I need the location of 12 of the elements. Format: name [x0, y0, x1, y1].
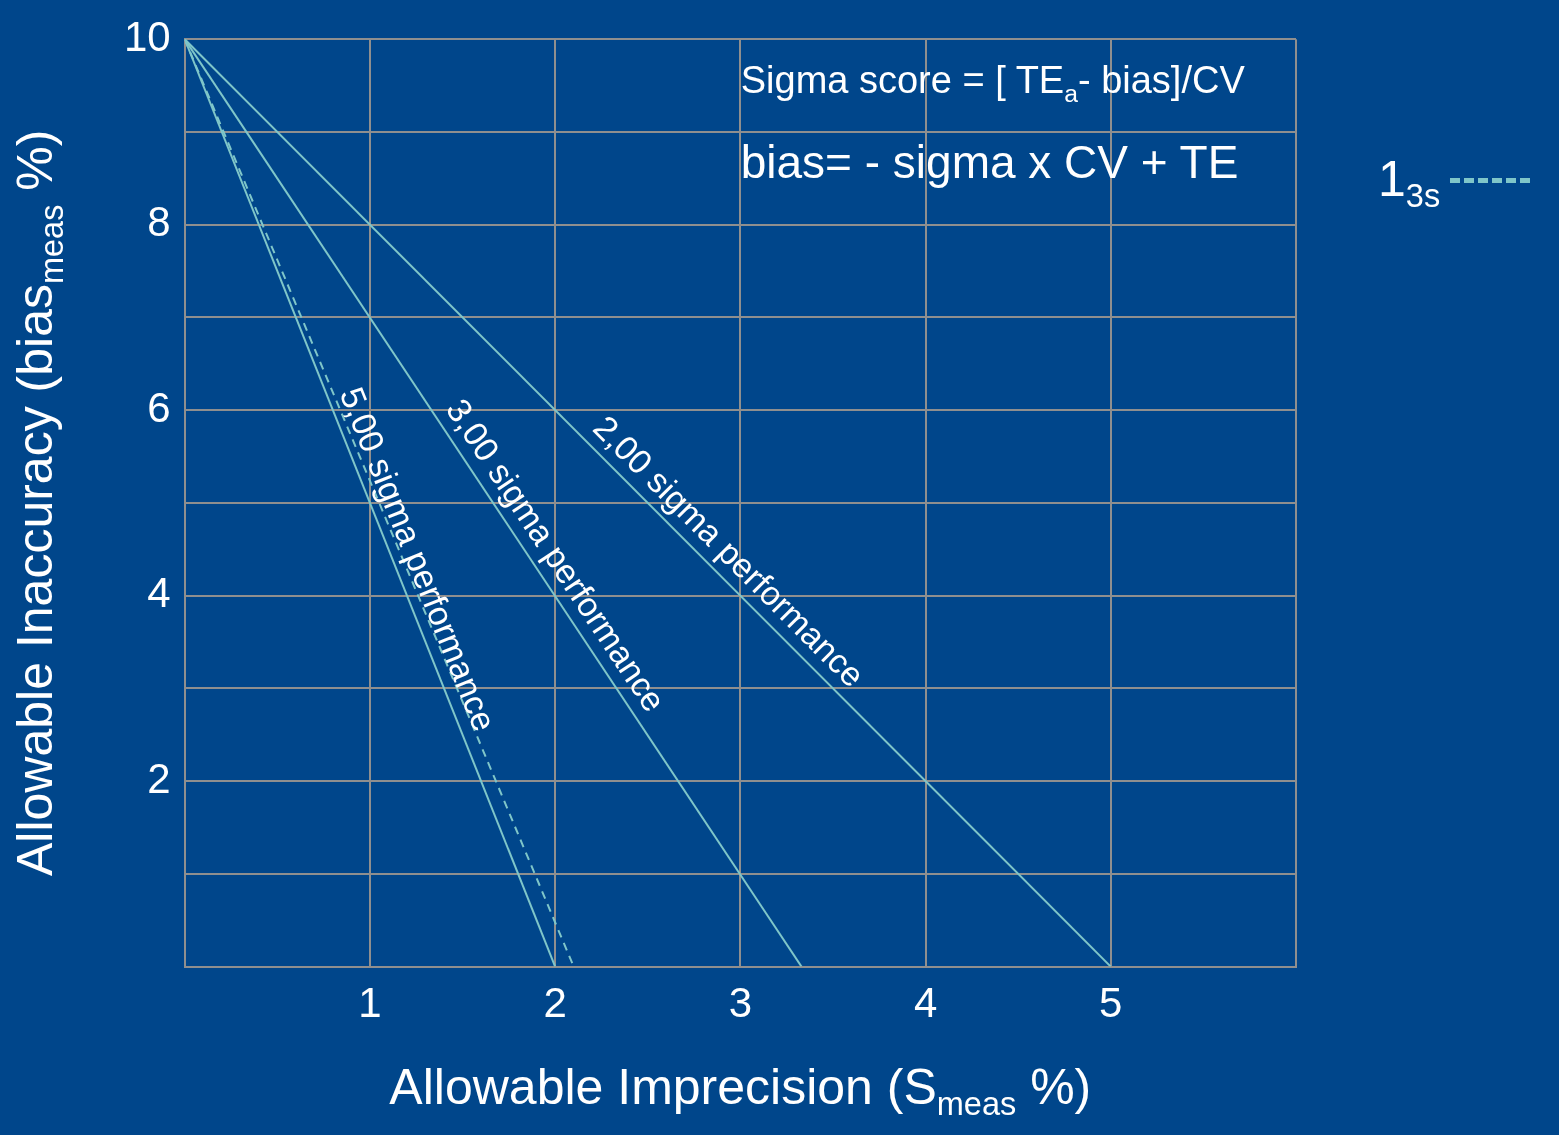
legend-label: 1$_{3s}$ [1378, 151, 1441, 215]
x-tick-label: 5 [1099, 979, 1123, 1027]
x-tick-label: 3 [728, 979, 753, 1027]
y-tick-label: 2 [147, 754, 171, 802]
x-tick-label: 4 [913, 979, 938, 1027]
x-tick-label: 1 [358, 979, 382, 1027]
x-axis-title: Allowable Imprecision (S$_{meas}$ %) [389, 1058, 1092, 1122]
x-tick-label: 2 [543, 979, 567, 1027]
y-tick-label: 8 [147, 198, 171, 246]
y-tick-label: 4 [147, 569, 171, 617]
y-tick-label: 6 [147, 383, 171, 431]
y-tick-label: 10 [124, 12, 171, 60]
